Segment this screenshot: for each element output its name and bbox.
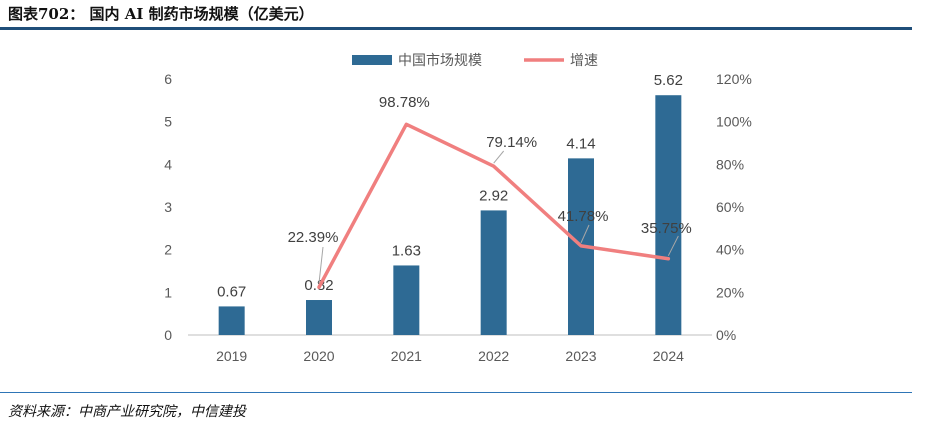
y-tick-label: 4	[164, 156, 172, 172]
line-label-leader	[580, 224, 590, 244]
chart-area: 0 1 2 3 4 5 6 0% 20% 40% 60% 80% 100% 120% 2019 2020 202…	[132, 43, 772, 379]
y2-tick-label: 60%	[716, 199, 744, 215]
y2-tick-label: 100%	[716, 114, 752, 130]
source-note: 资料来源：中商产业研究院，中信建投	[8, 404, 246, 420]
y-tick-label: 3	[164, 199, 172, 215]
y-tick-label: 5	[164, 114, 172, 130]
bar-value-label: 0.67	[217, 283, 246, 300]
line-value-label: 98.78%	[379, 94, 430, 111]
y-tick-label: 6	[164, 71, 172, 87]
bar-value-label: 4.14	[566, 135, 595, 152]
line-value-label: 79.14%	[486, 134, 537, 151]
line-label-leader	[318, 246, 324, 284]
bar	[655, 95, 682, 335]
legend-line-label: 增速	[570, 52, 598, 68]
line-value-label: 22.39%	[288, 229, 339, 246]
x-tick-label: 2022	[478, 348, 509, 364]
bar	[393, 265, 420, 335]
y-tick-label: 1	[164, 284, 172, 300]
y-tick-label: 0	[164, 327, 172, 343]
bar	[480, 210, 507, 335]
legend-bar-swatch	[352, 55, 392, 65]
bar	[306, 300, 332, 335]
x-tick-label: 2021	[391, 348, 422, 364]
figure-title: 图表702： 国内 AI 制药市场规模（亿美元）	[8, 5, 314, 23]
footer-rule	[0, 392, 912, 393]
legend-bar-label: 中国市场规模	[398, 52, 482, 68]
x-tick-label: 2019	[216, 348, 247, 364]
y2-tick-label: 0%	[716, 327, 736, 343]
y2-tick-label: 120%	[716, 71, 752, 87]
bar-value-label: 5.62	[654, 72, 683, 89]
x-tick-label: 2024	[653, 348, 684, 364]
y2-tick-label: 20%	[716, 284, 744, 300]
growth-line	[317, 122, 671, 289]
x-tick-label: 2020	[303, 348, 334, 364]
line-label-leader	[493, 150, 505, 164]
y-tick-label: 2	[164, 242, 172, 258]
title-rule	[0, 27, 912, 30]
x-tick-label: 2023	[565, 348, 596, 364]
y2-tick-label: 80%	[716, 156, 744, 172]
line-label-leader	[667, 235, 679, 256]
y2-tick-label: 40%	[716, 242, 744, 258]
bar-value-label: 2.92	[479, 187, 508, 204]
line-value-label: 41.78%	[558, 208, 609, 225]
bar	[218, 306, 245, 335]
line-value-label: 35.75%	[641, 220, 692, 237]
bar-value-label: 1.63	[392, 242, 421, 259]
